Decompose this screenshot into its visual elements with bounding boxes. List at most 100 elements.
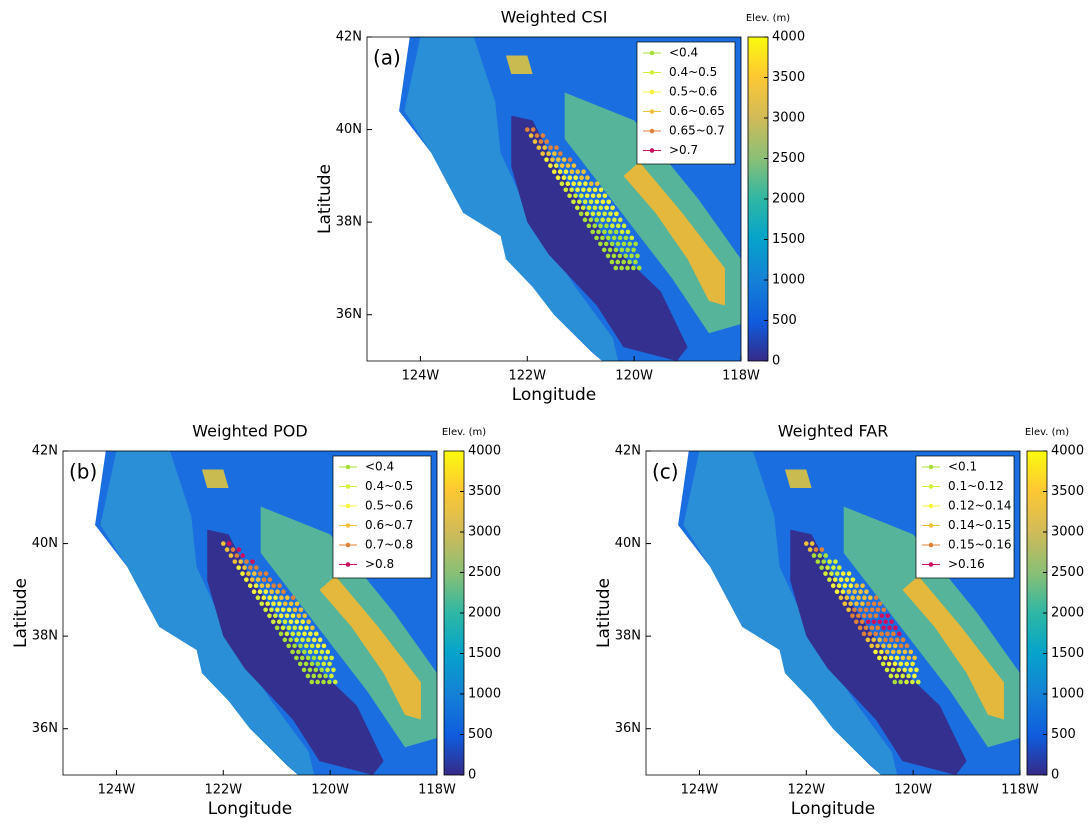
- grid-point: [848, 601, 853, 606]
- grid-point: [616, 242, 621, 247]
- grid-point: [252, 589, 257, 594]
- grid-point: [267, 613, 272, 618]
- grid-point: [831, 565, 836, 570]
- grid-point: [298, 626, 303, 631]
- grid-point: [833, 577, 838, 582]
- grid-point: [868, 632, 873, 637]
- grid-point: [858, 589, 863, 594]
- grid-point: [300, 656, 305, 661]
- grid-point: [306, 638, 311, 643]
- colorbar-tick-label: 500: [1051, 727, 1076, 742]
- grid-point: [308, 650, 313, 655]
- grid-point: [583, 218, 588, 223]
- grid-point: [558, 169, 563, 174]
- grid-point: [294, 638, 299, 643]
- grid-point: [872, 619, 877, 624]
- panel-title: Weighted FAR: [778, 422, 889, 441]
- grid-point: [835, 571, 840, 576]
- grid-point: [281, 589, 286, 594]
- grid-point: [304, 644, 309, 649]
- grid-point: [583, 199, 588, 204]
- grid-point: [535, 133, 540, 138]
- legend-label: 0.4~0.5: [365, 479, 413, 493]
- grid-point: [847, 571, 852, 576]
- grid-point: [866, 601, 871, 606]
- grid-point: [898, 680, 903, 685]
- panel-label: (a): [373, 46, 401, 70]
- grid-point: [542, 145, 547, 150]
- colorbar-tick-label: 2500: [468, 565, 501, 580]
- grid-point: [289, 619, 294, 624]
- grid-point: [870, 607, 875, 612]
- grid-point: [897, 668, 902, 673]
- grid-point: [622, 224, 627, 229]
- grid-point: [873, 650, 878, 655]
- grid-point: [843, 583, 848, 588]
- grid-point: [238, 559, 243, 564]
- grid-point: [804, 541, 809, 546]
- legend-marker: [650, 90, 655, 95]
- panel-label: (b): [69, 460, 97, 484]
- legend-label: <0.4: [669, 46, 698, 60]
- grid-point: [533, 139, 538, 144]
- grid-point: [296, 650, 301, 655]
- grid-point: [912, 674, 917, 679]
- colorbar-tick-label: 0: [468, 768, 476, 783]
- legend-marker: [929, 504, 934, 509]
- grid-point: [814, 547, 819, 552]
- colorbar-tick-label: 3500: [468, 484, 501, 499]
- grid-point: [237, 547, 242, 552]
- grid-point: [554, 163, 559, 168]
- grid-point: [602, 212, 607, 217]
- grid-point: [631, 248, 636, 253]
- grid-point: [816, 559, 821, 564]
- colorbar-tick-label: 4000: [1051, 444, 1084, 459]
- grid-point: [844, 595, 849, 600]
- grid-point: [552, 151, 557, 156]
- colorbar-tick-label: 2000: [772, 192, 805, 207]
- grid-point: [316, 662, 321, 667]
- grid-point: [546, 151, 551, 156]
- y-axis-label: Latitude: [315, 164, 335, 234]
- grid-point: [833, 559, 838, 564]
- x-tick-label: 122W: [508, 369, 546, 384]
- grid-point: [860, 619, 865, 624]
- grid-point: [548, 145, 553, 150]
- grid-point: [589, 218, 594, 223]
- legend-label: 0.14~0.15: [948, 518, 1012, 532]
- grid-point: [841, 589, 846, 594]
- grid-point: [887, 662, 892, 667]
- x-axis-label: Longitude: [208, 799, 293, 819]
- grid-point: [885, 668, 890, 673]
- grid-point: [864, 626, 869, 631]
- grid-point: [318, 656, 323, 661]
- colorbar-tick-label: 3500: [1051, 484, 1084, 499]
- grid-point: [613, 266, 618, 271]
- map-panel: 124W122W120W118W36N38N40N42NWeighted CSI…: [315, 8, 805, 406]
- grid-point: [604, 242, 609, 247]
- legend-label: 0.12~0.14: [948, 499, 1012, 513]
- x-tick-label: 118W: [722, 369, 760, 384]
- grid-point: [306, 656, 311, 661]
- grid-point: [593, 205, 598, 210]
- colorbar-tick-label: 0: [1051, 768, 1059, 783]
- grid-point: [579, 175, 584, 180]
- grid-point: [893, 626, 898, 631]
- grid-point: [600, 218, 605, 223]
- grid-point: [903, 650, 908, 655]
- grid-point: [281, 626, 286, 631]
- grid-point: [581, 169, 586, 174]
- colorbar-label: Elev. (m): [442, 427, 486, 438]
- grid-point: [277, 601, 282, 606]
- grid-point: [594, 236, 599, 241]
- grid-point: [265, 601, 270, 606]
- grid-point: [862, 595, 867, 600]
- grid-point: [603, 193, 608, 198]
- grid-point: [862, 613, 867, 618]
- colorbar-tick-label: 4000: [468, 444, 501, 459]
- grid-point: [827, 577, 832, 582]
- grid-point: [283, 638, 288, 643]
- legend-label: 0.65~0.7: [669, 124, 725, 138]
- colorbar-tick-label: 3000: [772, 111, 805, 126]
- grid-point: [846, 607, 851, 612]
